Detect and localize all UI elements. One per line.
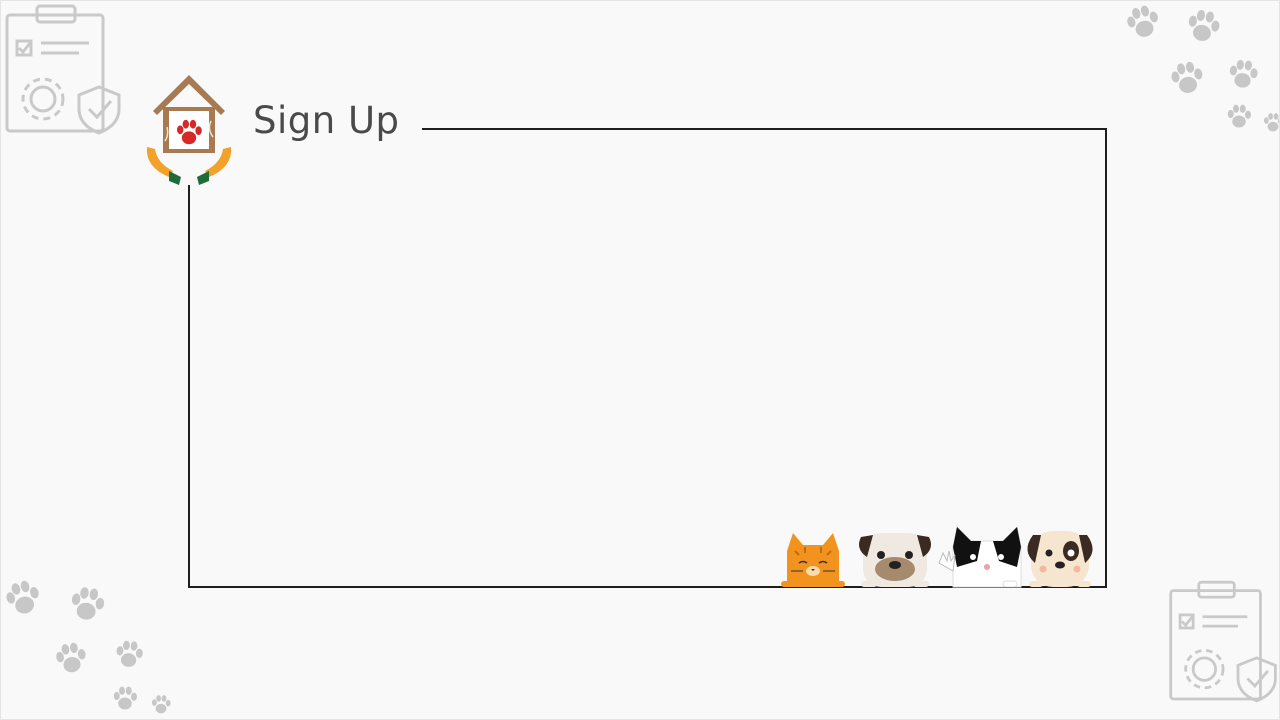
clipboard-settings-icon-bottom bbox=[1169, 580, 1277, 703]
page-title: Sign Up bbox=[253, 99, 400, 142]
clipboard-settings-icon bbox=[5, 4, 121, 135]
peeking-pets-illustration bbox=[781, 525, 1093, 588]
frame-top-line bbox=[422, 128, 1107, 130]
frame-left-line bbox=[188, 185, 190, 588]
orange-cat-icon bbox=[781, 533, 845, 587]
frame-right-line bbox=[1105, 128, 1107, 588]
tuxedo-cat-icon bbox=[938, 525, 1022, 588]
frame-bottom-line bbox=[188, 586, 1107, 588]
pet-shelter-logo-icon bbox=[146, 75, 232, 185]
paw-prints-bottom-left bbox=[3, 577, 171, 714]
pug-dog-icon bbox=[859, 533, 931, 587]
paw-prints-top-right bbox=[1124, 2, 1279, 132]
beige-dog-icon bbox=[1027, 531, 1093, 587]
